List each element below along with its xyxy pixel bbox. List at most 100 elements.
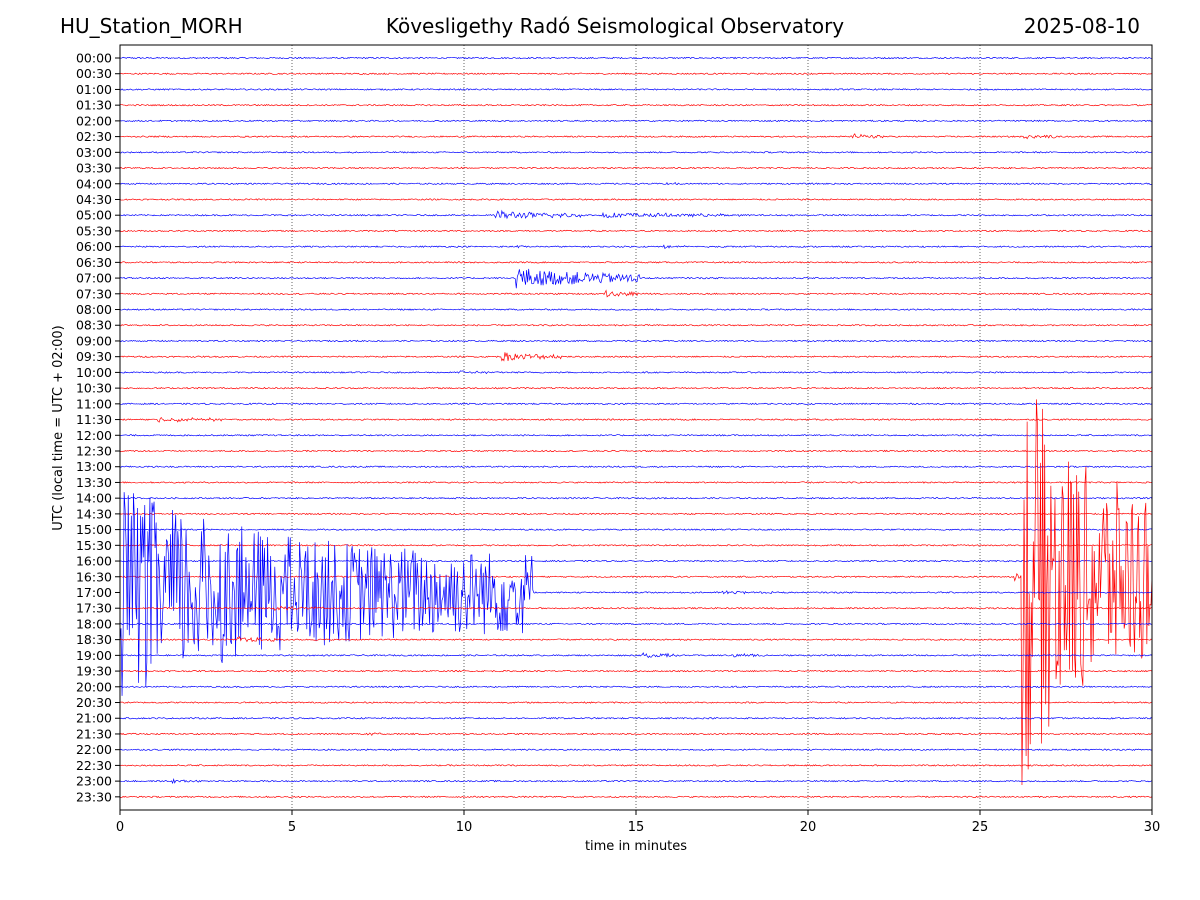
- row-time-label: 18:00: [76, 616, 112, 631]
- row-time-label: 21:00: [76, 711, 112, 726]
- row-time-label: 18:30: [76, 632, 112, 647]
- row-time-label: 22:30: [76, 758, 112, 773]
- row-time-label: 21:30: [76, 726, 112, 741]
- x-tick-label: 25: [972, 820, 989, 835]
- row-time-label: 01:30: [76, 98, 112, 113]
- row-time-label: 15:30: [76, 538, 112, 553]
- trace-1100: [120, 402, 1152, 406]
- trace-0900: [120, 339, 1152, 343]
- row-time-label: 12:30: [76, 444, 112, 459]
- row-time-label: 23:00: [76, 774, 112, 789]
- row-time-label: 05:30: [76, 223, 112, 238]
- trace-1530: [120, 544, 1152, 547]
- row-time-label: 11:30: [76, 412, 112, 427]
- x-tick-label: 10: [456, 820, 473, 835]
- trace-1230: [120, 449, 1152, 453]
- trace-0800: [120, 308, 1152, 311]
- row-time-label: 00:30: [76, 66, 112, 81]
- trace-0530: [120, 229, 1152, 233]
- trace-1800: [120, 622, 1152, 626]
- row-time-label: 09:00: [76, 333, 112, 348]
- trace-0430: [120, 198, 1152, 201]
- trace-2200: [120, 748, 1152, 751]
- row-time-label: 23:30: [76, 789, 112, 804]
- trace-1630: [120, 399, 1152, 785]
- row-time-label: 19:00: [76, 648, 112, 663]
- row-time-label: 08:30: [76, 318, 112, 333]
- trace-1900: [120, 652, 1152, 658]
- trace-0500: [120, 209, 1152, 220]
- trace-0130: [120, 103, 1152, 107]
- x-tick-label: 30: [1144, 820, 1161, 835]
- row-time-label: 13:00: [76, 459, 112, 474]
- row-time-label: 10:30: [76, 381, 112, 396]
- trace-2300: [120, 777, 1152, 785]
- row-time-label: 17:30: [76, 601, 112, 616]
- station-label: HU_Station_MORH: [60, 14, 243, 38]
- trace-1000: [120, 370, 1152, 375]
- row-time-label: 15:00: [76, 522, 112, 537]
- row-time-label: 19:30: [76, 664, 112, 679]
- row-time-label: 04:00: [76, 176, 112, 191]
- trace-0930: [120, 352, 1152, 362]
- trace-1130: [120, 416, 1152, 423]
- trace-1730: [120, 605, 1152, 611]
- trace-0200: [120, 119, 1152, 123]
- row-time-label: 08:00: [76, 302, 112, 317]
- trace-2000: [120, 685, 1152, 689]
- row-time-label: 07:30: [76, 286, 112, 301]
- row-time-label: 06:00: [76, 239, 112, 254]
- observatory-title: Kövesligethy Radó Seismological Observat…: [385, 14, 845, 38]
- trace-1330: [120, 481, 1152, 484]
- row-time-label: 05:00: [76, 208, 112, 223]
- trace-0000: [120, 56, 1152, 60]
- row-time-label: 20:00: [76, 679, 112, 694]
- trace-1700: [120, 492, 1152, 696]
- row-time-label: 11:00: [76, 396, 112, 411]
- trace-2230: [120, 764, 1152, 767]
- trace-0630: [120, 261, 1152, 264]
- trace-1500: [120, 528, 1152, 531]
- trace-0400: [120, 181, 1152, 186]
- row-time-label: 07:00: [76, 271, 112, 286]
- x-tick-label: 5: [288, 820, 296, 835]
- trace-1600: [120, 559, 1152, 563]
- row-time-label: 16:30: [76, 569, 112, 584]
- trace-0100: [120, 88, 1152, 91]
- row-time-label: 03:30: [76, 161, 112, 176]
- trace-0230: [120, 133, 1152, 140]
- row-time-label: 14:00: [76, 491, 112, 506]
- row-time-label: 02:30: [76, 129, 112, 144]
- trace-0730: [120, 289, 1152, 298]
- row-time-label: 04:30: [76, 192, 112, 207]
- trace-0830: [120, 323, 1152, 327]
- row-time-label: 17:00: [76, 585, 112, 600]
- trace-1300: [120, 465, 1152, 468]
- x-tick-label: 20: [800, 820, 817, 835]
- row-time-label: 16:00: [76, 554, 112, 569]
- row-time-label: 20:30: [76, 695, 112, 710]
- x-tick-label: 15: [628, 820, 645, 835]
- trace-2030: [120, 701, 1152, 704]
- trace-0300: [120, 151, 1152, 154]
- row-time-label: 06:30: [76, 255, 112, 270]
- row-time-label: 01:00: [76, 82, 112, 97]
- trace-2100: [120, 717, 1152, 720]
- row-time-label: 02:00: [76, 113, 112, 128]
- trace-2130: [120, 732, 1152, 737]
- trace-0330: [120, 166, 1152, 170]
- trace-2330: [120, 795, 1152, 799]
- row-time-label: 12:00: [76, 428, 112, 443]
- trace-1930: [120, 669, 1152, 673]
- row-time-label: 03:00: [76, 145, 112, 160]
- trace-0700: [120, 268, 1152, 289]
- row-time-label: 09:30: [76, 349, 112, 364]
- trace-0600: [120, 244, 1152, 250]
- row-time-label: 22:00: [76, 742, 112, 757]
- trace-1430: [120, 512, 1152, 516]
- trace-0030: [120, 72, 1152, 75]
- trace-1400: [120, 496, 1152, 500]
- trace-1830: [120, 635, 1152, 643]
